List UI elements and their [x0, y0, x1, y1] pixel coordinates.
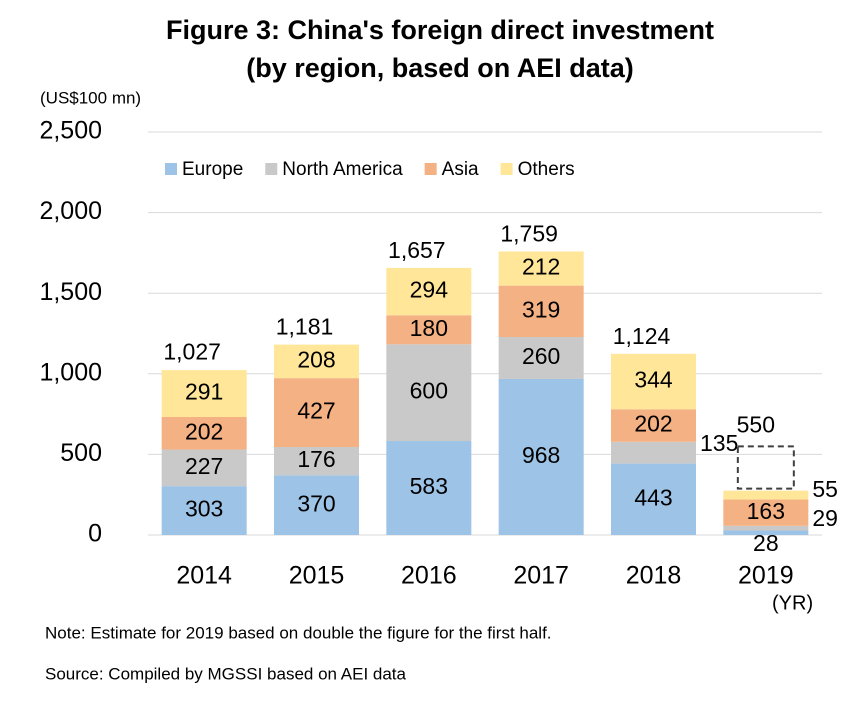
- data-label: 319: [522, 296, 560, 322]
- legend-swatch: [500, 163, 513, 175]
- data-label: 344: [634, 367, 673, 393]
- bar-segment: [386, 315, 472, 345]
- bar-segment: [723, 499, 809, 526]
- bar-segment: [723, 530, 809, 535]
- y-tick-label: 2,500: [39, 117, 102, 145]
- y-tick-label: 500: [60, 439, 102, 467]
- legend-swatch: [424, 163, 437, 175]
- data-label: 291: [185, 379, 223, 405]
- total-label: 1,124: [613, 323, 671, 349]
- data-label: 600: [410, 378, 448, 404]
- bar-segment: [161, 486, 247, 535]
- total-label: 1,027: [163, 339, 221, 365]
- data-label: 180: [410, 315, 448, 341]
- total-label: 1,657: [388, 237, 446, 263]
- y-tick-label: 1,000: [39, 358, 102, 386]
- x-tick-label: 2015: [289, 562, 345, 590]
- bar-segment: [274, 475, 359, 535]
- legend-label: Others: [518, 159, 575, 180]
- total-label: 550: [737, 411, 775, 437]
- bar-segment: [274, 344, 359, 379]
- data-label: 135: [700, 430, 738, 456]
- chart-title: Figure 3: China's foreign direct investm…: [166, 15, 714, 45]
- total-label: 1,759: [500, 221, 558, 247]
- legend-label: Asia: [442, 159, 479, 180]
- bar-segment: [386, 267, 472, 316]
- x-tick-label: 2018: [626, 562, 682, 590]
- chart-subtitle: (by region, based on AEI data): [246, 53, 634, 83]
- data-label: 163: [747, 498, 785, 524]
- y-tick-label: 2,000: [39, 197, 102, 225]
- x-tick-label: 2017: [513, 562, 569, 590]
- bar-segment: [611, 463, 696, 535]
- bar-segment: [161, 449, 247, 487]
- legend-label: North America: [282, 159, 403, 180]
- bar-segment: [161, 370, 247, 418]
- bar-segment: [274, 446, 359, 476]
- data-label: 202: [185, 418, 223, 444]
- bar-segment: [611, 353, 696, 410]
- bar-segment: [723, 525, 809, 531]
- x-tick-label: 2014: [176, 562, 232, 590]
- bar-segment: [611, 409, 696, 442]
- source: Source: Compiled by MGSSI based on AEI d…: [45, 664, 407, 683]
- data-label: 202: [634, 411, 672, 437]
- bar-segment: [386, 441, 472, 535]
- data-label: 583: [410, 473, 448, 499]
- data-label: 208: [297, 346, 335, 372]
- legend-swatch: [265, 163, 278, 175]
- estimate-box: [736, 445, 795, 490]
- data-label: 294: [410, 277, 449, 303]
- data-label: 427: [297, 398, 335, 424]
- data-label: 227: [185, 453, 223, 479]
- data-label: 968: [522, 442, 560, 468]
- bar-segment: [386, 344, 472, 442]
- y-axis-label: (US$100 mn): [40, 88, 141, 107]
- bar-segment: [498, 251, 584, 286]
- x-axis-label: (YR): [772, 592, 813, 614]
- bar-segment: [723, 490, 809, 500]
- data-label: 28: [753, 530, 779, 556]
- data-label: 303: [185, 496, 223, 522]
- bar-segment: [161, 417, 247, 450]
- legend-label: Europe: [182, 159, 243, 180]
- bar-segment: [611, 441, 696, 464]
- x-tick-label: 2019: [738, 562, 794, 590]
- bar-segment: [498, 337, 584, 379]
- note: Note: Estimate for 2019 based on double …: [45, 623, 552, 642]
- y-tick-label: 0: [88, 520, 102, 548]
- data-label: 260: [522, 343, 560, 369]
- legend-swatch: [165, 163, 177, 175]
- data-label: 212: [522, 254, 560, 280]
- y-tick-label: 1,500: [39, 278, 102, 306]
- bar-segment: [274, 378, 359, 447]
- data-label: 443: [634, 484, 672, 510]
- x-tick-label: 2016: [401, 562, 457, 590]
- bar-segment: [498, 378, 584, 535]
- data-label: 176: [297, 446, 335, 472]
- data-label: 29: [812, 505, 838, 531]
- bar-segment: [498, 285, 584, 338]
- data-label: 55: [812, 476, 838, 502]
- total-label: 1,181: [276, 314, 334, 340]
- data-label: 370: [297, 490, 335, 516]
